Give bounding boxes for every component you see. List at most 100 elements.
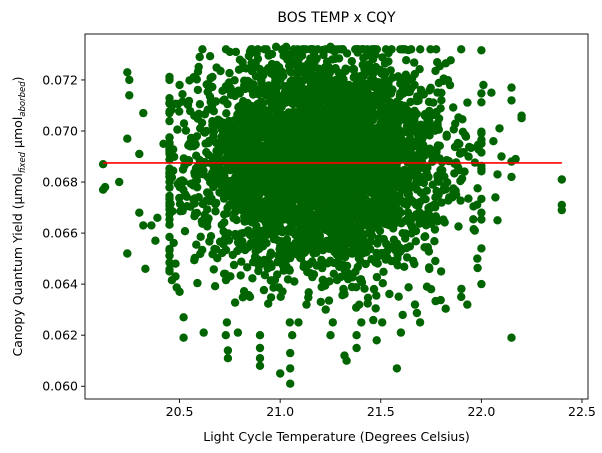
scatter-point <box>301 189 310 198</box>
scatter-point <box>245 47 255 56</box>
scatter-point <box>287 250 296 260</box>
scatter-point <box>273 251 283 260</box>
scatter-point <box>234 245 243 254</box>
scatter-point <box>360 86 369 95</box>
scatter-point <box>194 193 203 202</box>
scatter-point <box>213 254 222 263</box>
scatter-point <box>449 103 458 112</box>
scatter-point <box>310 227 320 236</box>
scatter-point <box>380 131 389 140</box>
scatter-point <box>270 216 279 225</box>
scatter-point <box>417 157 427 166</box>
scatter-point <box>398 89 408 98</box>
scatter-point <box>477 161 486 171</box>
scatter-point <box>411 237 420 246</box>
scatter-point <box>434 125 443 134</box>
scatter-point <box>394 216 403 226</box>
scatter-point <box>304 260 314 269</box>
scatter-point <box>330 177 339 186</box>
scatter-point <box>442 132 451 141</box>
scatter-point <box>410 69 419 79</box>
scatter-point <box>436 104 445 113</box>
scatter-point <box>416 45 425 54</box>
scatter-point <box>286 348 295 358</box>
scatter-point <box>283 275 293 284</box>
scatter-point <box>493 170 502 179</box>
scatter-point <box>212 63 221 72</box>
scatter-point <box>473 200 482 209</box>
scatter-point <box>425 117 434 126</box>
scatter-point <box>282 178 291 187</box>
scatter-point <box>221 245 231 255</box>
scatter-point <box>359 202 368 212</box>
scatter-point <box>173 179 182 189</box>
scatter-point <box>387 135 397 144</box>
scatter-point <box>491 193 500 202</box>
scatter-point <box>280 87 290 96</box>
scatter-point <box>222 144 232 154</box>
scatter-point <box>151 236 160 245</box>
x-tick-label: 20.5 <box>166 404 194 419</box>
scatter-point <box>428 180 437 189</box>
scatter-point <box>254 191 263 200</box>
scatter-point <box>316 297 325 307</box>
scatter-point <box>302 94 312 103</box>
scatter-point <box>456 196 465 205</box>
scatter-point <box>287 193 296 202</box>
scatter-point <box>205 52 215 61</box>
scatter-point <box>217 179 226 188</box>
scatter-point <box>292 61 301 70</box>
scatter-point <box>400 45 410 54</box>
scatter-point <box>318 275 327 285</box>
scatter-point <box>342 261 352 270</box>
scatter-point <box>383 88 392 98</box>
scatter-point <box>239 287 249 296</box>
scatter-point <box>325 185 335 194</box>
scatter-point <box>179 119 189 128</box>
scatter-point <box>228 176 237 185</box>
scatter-point <box>374 234 384 243</box>
scatter-point <box>344 194 353 203</box>
scatter-point <box>328 318 337 327</box>
scatter-point <box>200 110 210 119</box>
scatter-point <box>233 328 243 337</box>
scatter-point <box>222 209 232 218</box>
scatter-point <box>229 260 239 270</box>
scatter-point <box>417 88 426 97</box>
scatter-point <box>268 139 277 148</box>
scatter-point <box>298 45 307 54</box>
scatter-point <box>393 250 402 260</box>
scatter-point <box>179 333 188 342</box>
scatter-point <box>264 299 273 308</box>
scatter-point <box>362 221 371 230</box>
scatter-point <box>304 120 314 130</box>
scatter-point <box>264 63 273 73</box>
scatter-point <box>275 105 284 114</box>
scatter-point <box>437 88 446 98</box>
scatter-point <box>338 230 347 239</box>
scatter-point <box>246 166 255 175</box>
scatter-point <box>123 68 132 77</box>
scatter-point <box>352 208 362 217</box>
scatter-point <box>369 315 378 325</box>
scatter-point <box>394 292 403 301</box>
scatter-point <box>196 232 205 241</box>
scatter-point <box>477 139 486 148</box>
y-tick-label: 0.064 <box>42 277 78 292</box>
scatter-point <box>302 300 311 309</box>
scatter-point <box>420 232 429 242</box>
scatter-point <box>291 129 300 139</box>
scatter-point <box>300 138 310 147</box>
scatter-point <box>451 119 460 128</box>
scatter-point <box>507 83 516 92</box>
scatter-point <box>330 241 340 251</box>
scatter-point <box>463 98 472 107</box>
scatter-point <box>369 284 379 294</box>
scatter-point <box>347 57 356 66</box>
scatter-point <box>203 188 212 197</box>
scatter-point <box>398 229 407 238</box>
scatter-point <box>374 79 383 88</box>
scatter-point <box>322 57 332 66</box>
scatter-point <box>231 206 241 215</box>
